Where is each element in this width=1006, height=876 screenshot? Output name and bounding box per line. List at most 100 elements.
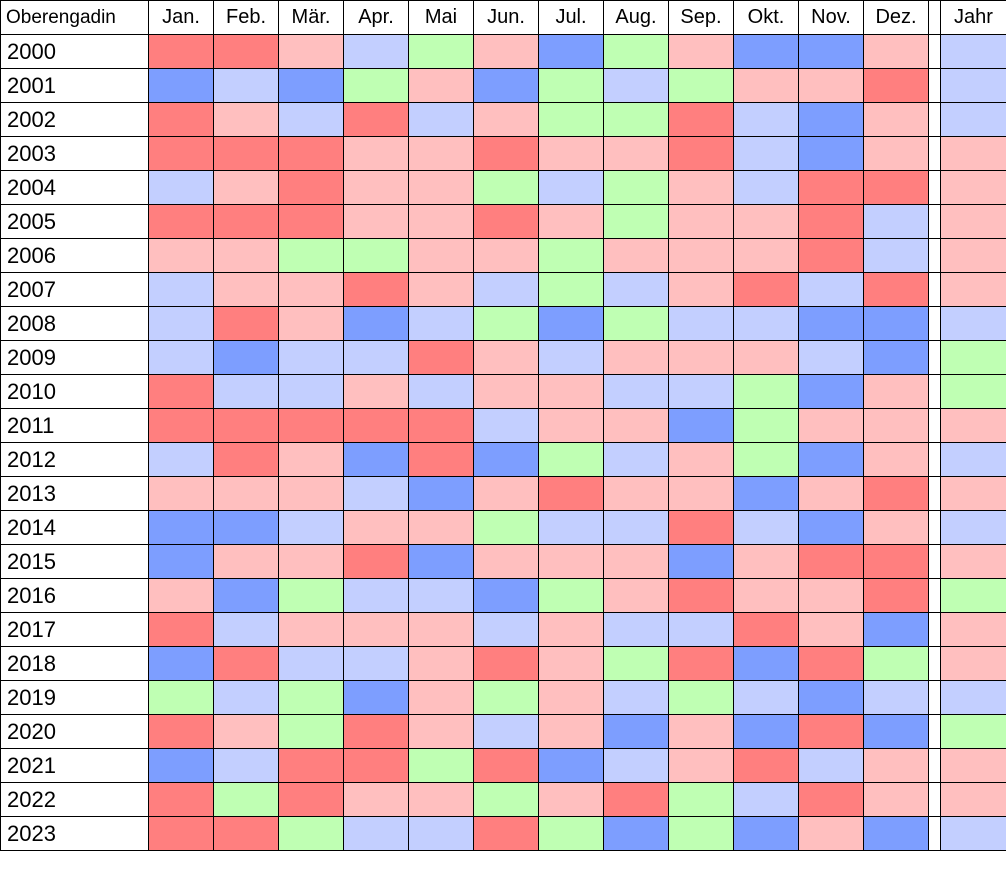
year-label: 2000 <box>0 34 149 69</box>
heatmap-cell <box>213 748 279 783</box>
heatmap-cell <box>603 68 669 103</box>
heatmap-cell <box>798 816 864 851</box>
heatmap-cell <box>863 442 929 477</box>
month-header: Jul. <box>538 0 604 35</box>
year-label: 2014 <box>0 510 149 545</box>
annual-cell <box>940 646 1006 681</box>
table-row: 2018 <box>0 646 1006 681</box>
heatmap-cell <box>343 68 409 103</box>
heatmap-cell <box>733 272 799 307</box>
year-label: 2002 <box>0 102 149 137</box>
heatmap-cell <box>148 340 214 375</box>
heatmap-cell <box>343 272 409 307</box>
climate-heatmap-table: Oberengadin Jan. Feb. Mär. Apr. Mai Jun. Jul. A… <box>0 0 1006 851</box>
heatmap-cell <box>213 306 279 341</box>
heatmap-cell <box>473 68 539 103</box>
heatmap-cell <box>668 374 734 409</box>
heatmap-cell <box>863 136 929 171</box>
heatmap-cell <box>733 102 799 137</box>
table-row: 2011 <box>0 408 1006 443</box>
column-spacer <box>928 646 941 681</box>
heatmap-cell <box>213 102 279 137</box>
heatmap-cell <box>538 68 604 103</box>
heatmap-cell <box>863 170 929 205</box>
heatmap-cell <box>278 238 344 273</box>
heatmap-cell <box>798 612 864 647</box>
heatmap-cell <box>603 306 669 341</box>
heatmap-cell <box>343 476 409 511</box>
heatmap-cell <box>278 816 344 851</box>
heatmap-cell <box>343 714 409 749</box>
heatmap-cell <box>538 170 604 205</box>
heatmap-cell <box>343 170 409 205</box>
heatmap-cell <box>668 612 734 647</box>
heatmap-cell <box>863 238 929 273</box>
column-spacer <box>928 340 941 375</box>
heatmap-cell <box>408 408 474 443</box>
column-spacer <box>928 408 941 443</box>
heatmap-cell <box>408 340 474 375</box>
heatmap-cell <box>668 136 734 171</box>
heatmap-cell <box>343 306 409 341</box>
heatmap-cell <box>733 578 799 613</box>
table-row: 2007 <box>0 272 1006 307</box>
table-row: 2002 <box>0 102 1006 137</box>
heatmap-cell <box>538 510 604 545</box>
heatmap-cell <box>343 102 409 137</box>
heatmap-cell <box>538 408 604 443</box>
annual-cell <box>940 748 1006 783</box>
heatmap-cell <box>603 544 669 579</box>
heatmap-cell <box>733 442 799 477</box>
heatmap-cell <box>408 578 474 613</box>
heatmap-cell <box>863 408 929 443</box>
heatmap-cell <box>343 442 409 477</box>
annual-cell <box>940 442 1006 477</box>
year-label: 2017 <box>0 612 149 647</box>
column-spacer <box>928 34 941 69</box>
heatmap-cell <box>278 442 344 477</box>
heatmap-cell <box>148 102 214 137</box>
heatmap-cell <box>278 510 344 545</box>
heatmap-cell <box>278 136 344 171</box>
annual-cell <box>940 68 1006 103</box>
table-row: 2017 <box>0 612 1006 647</box>
annual-header: Jahr <box>940 0 1006 35</box>
column-spacer <box>928 612 941 647</box>
heatmap-cell <box>668 544 734 579</box>
table-row: 2001 <box>0 68 1006 103</box>
heatmap-cell <box>668 476 734 511</box>
heatmap-cell <box>473 680 539 715</box>
heatmap-cell <box>733 714 799 749</box>
heatmap-cell <box>798 204 864 239</box>
heatmap-cell <box>408 306 474 341</box>
month-header: Jan. <box>148 0 214 35</box>
annual-cell <box>940 510 1006 545</box>
heatmap-cell <box>148 442 214 477</box>
heatmap-cell <box>668 102 734 137</box>
heatmap-cell <box>668 204 734 239</box>
heatmap-cell <box>538 34 604 69</box>
month-header: Aug. <box>603 0 669 35</box>
heatmap-cell <box>603 612 669 647</box>
month-header: Mär. <box>278 0 344 35</box>
heatmap-cell <box>668 272 734 307</box>
heatmap-cell <box>603 374 669 409</box>
heatmap-cell <box>798 136 864 171</box>
heatmap-cell <box>408 68 474 103</box>
heatmap-cell <box>863 612 929 647</box>
heatmap-cell <box>213 680 279 715</box>
heatmap-cell <box>668 306 734 341</box>
heatmap-cell <box>538 340 604 375</box>
heatmap-cell <box>148 544 214 579</box>
heatmap-cell <box>863 748 929 783</box>
heatmap-cell <box>798 544 864 579</box>
annual-cell <box>940 102 1006 137</box>
heatmap-cell <box>148 748 214 783</box>
column-spacer <box>928 306 941 341</box>
column-spacer <box>928 68 941 103</box>
annual-cell <box>940 204 1006 239</box>
heatmap-cell <box>603 272 669 307</box>
heatmap-cell <box>148 374 214 409</box>
year-label: 2019 <box>0 680 149 715</box>
heatmap-cell <box>213 816 279 851</box>
